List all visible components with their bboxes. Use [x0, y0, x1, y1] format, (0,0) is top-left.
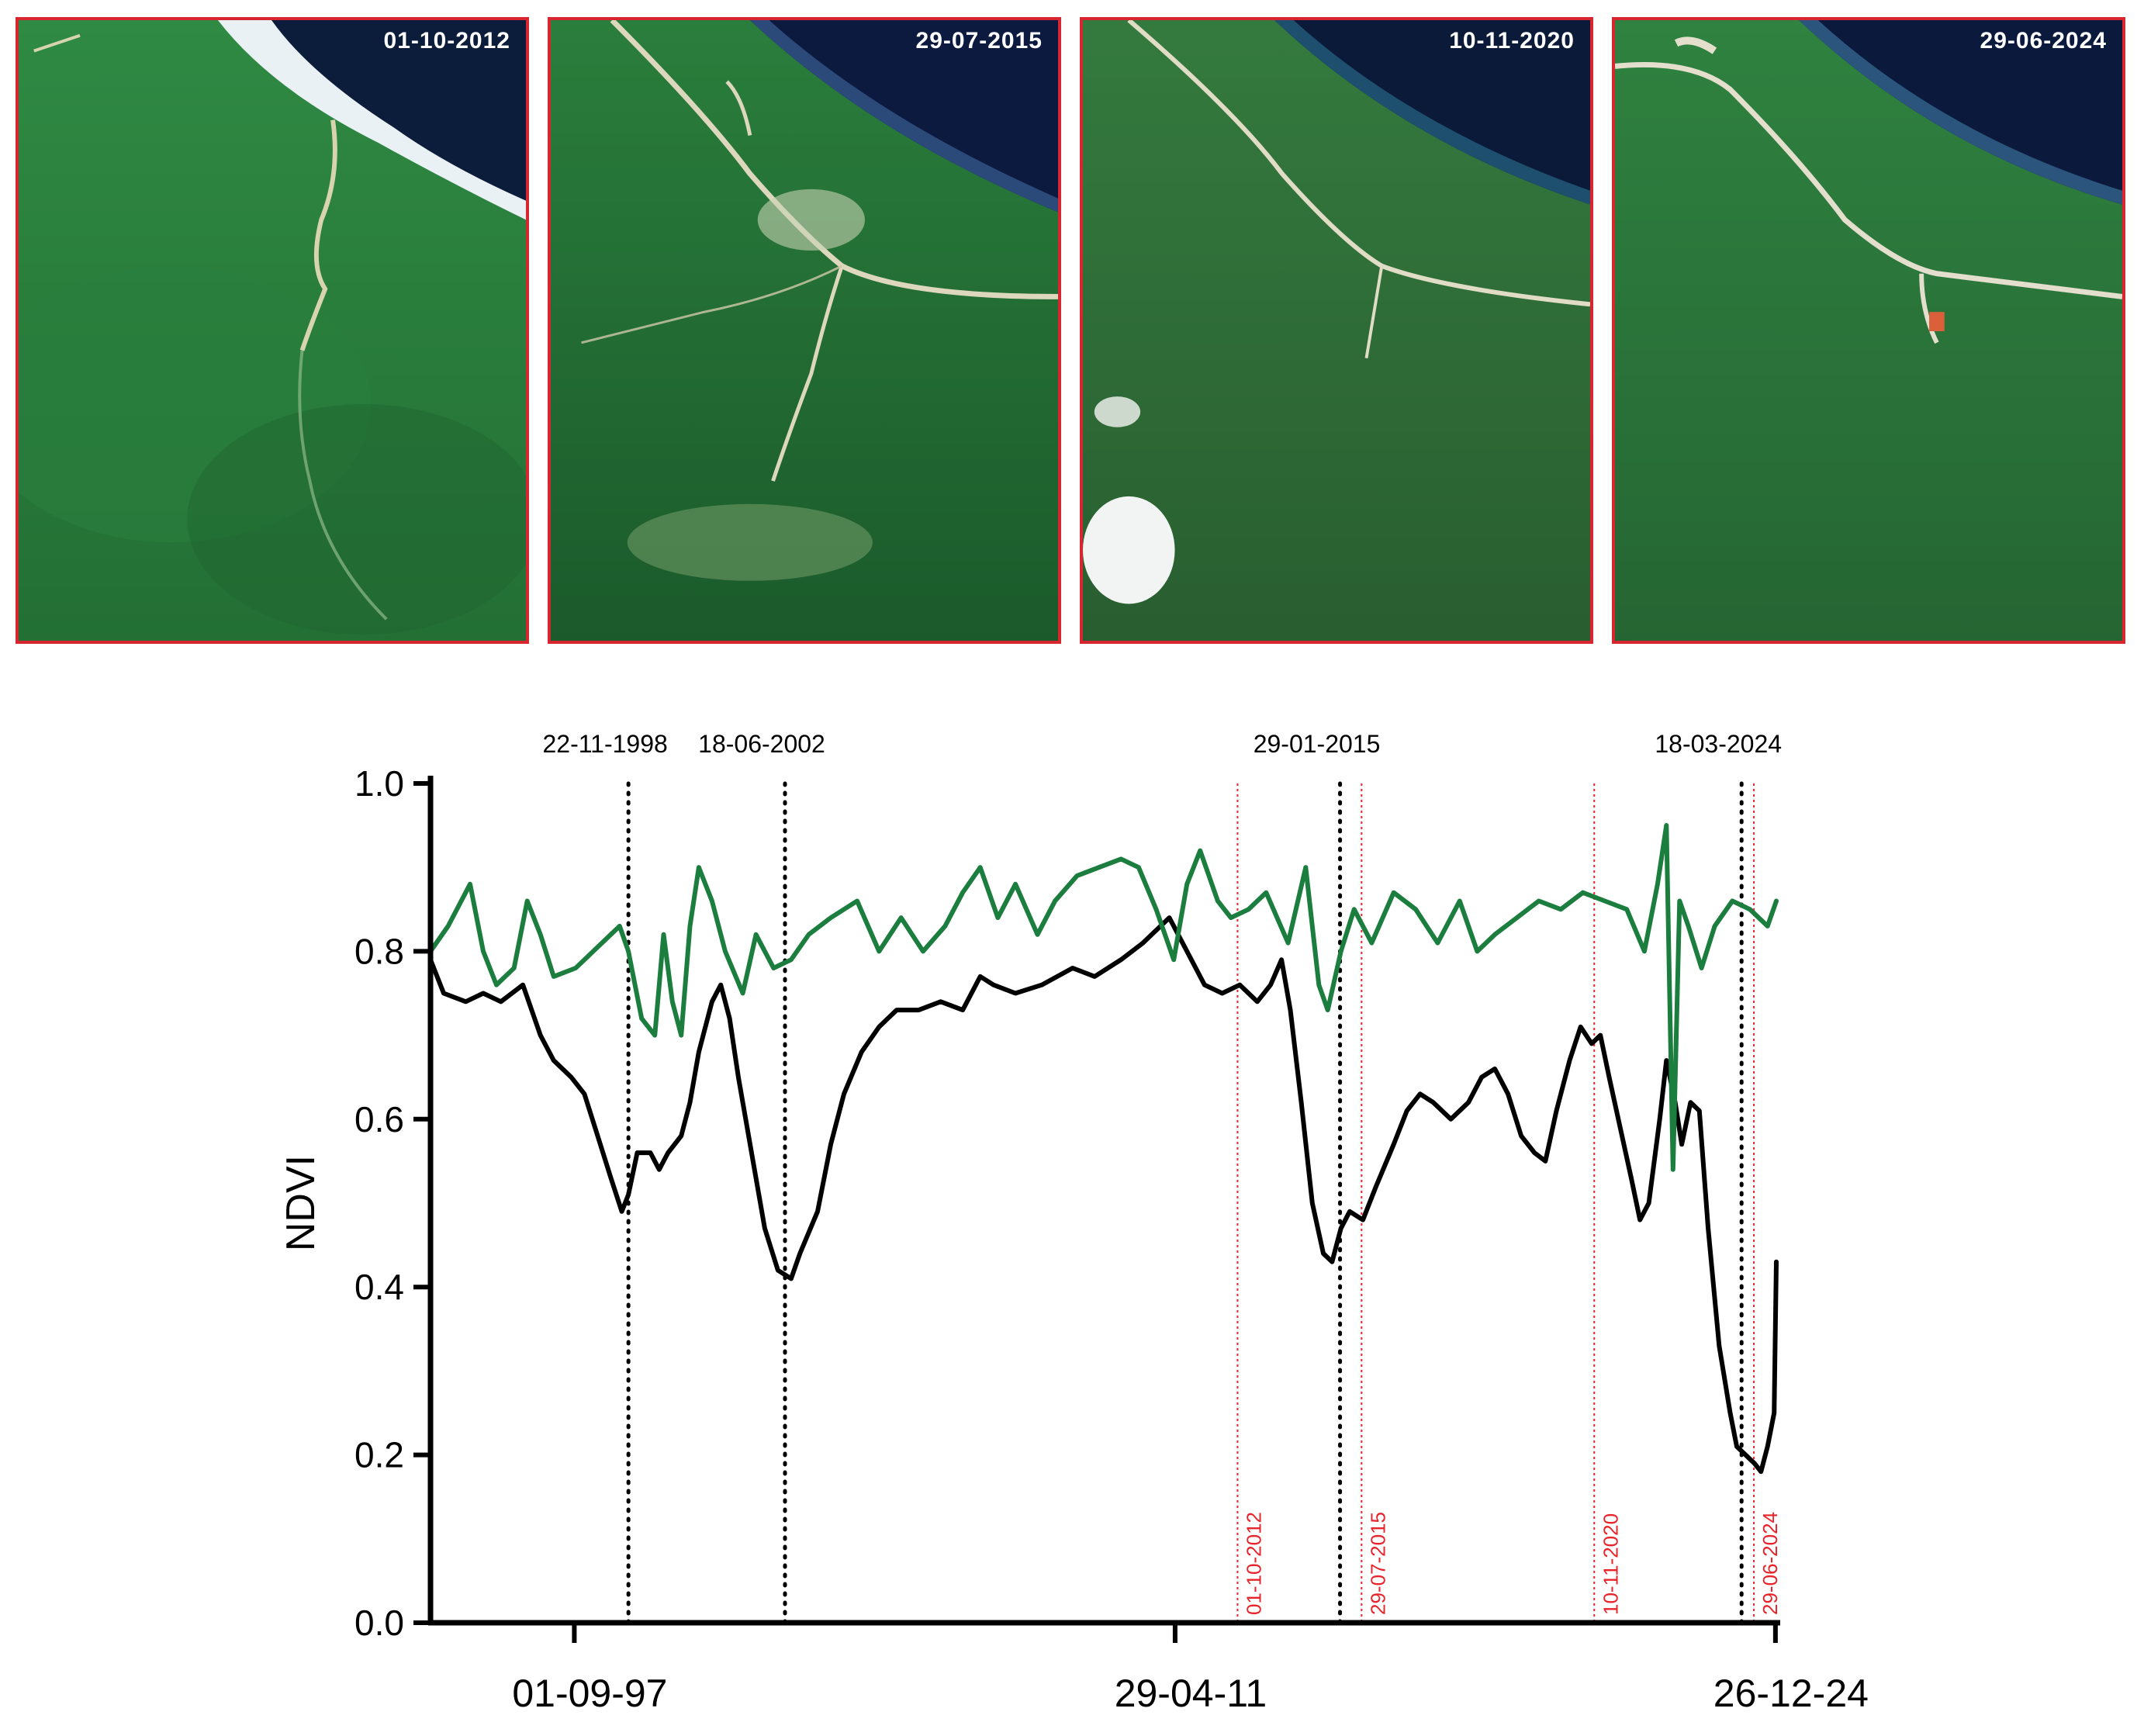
event-date-label: 18-06-2002: [698, 730, 825, 758]
satellite-image-2: [551, 20, 1058, 641]
y-axis-label: NDVI: [278, 1155, 323, 1251]
satellite-panel-4: 29-06-2024: [1612, 17, 2125, 644]
x-tick-label: 01-09-97: [512, 1672, 667, 1715]
y-tick-label: 1.0: [354, 763, 404, 804]
satellite-image-3: [1083, 20, 1590, 641]
satellite-image-1: [19, 20, 526, 641]
y-tick-label: 0.0: [354, 1603, 404, 1643]
ndvi-chart: 01-10-2012 29-07-2015 10-11-2020 29-06-2024…: [278, 730, 1869, 1715]
satellite-panel-2: 29-07-2015: [548, 17, 1061, 644]
event-date-label: 29-01-2015: [1254, 730, 1381, 758]
satellite-panel-3: 10-11-2020: [1080, 17, 1593, 644]
image-date-label: 29-07-2015: [1366, 1512, 1389, 1615]
x-tick-label: 29-04-11: [1115, 1672, 1267, 1715]
image-date-label: 10-11-2020: [1599, 1513, 1622, 1615]
ndvi-series-line: [428, 823, 1779, 1172]
x-tick-label: 26-12-24: [1713, 1672, 1869, 1715]
event-date-label: 18-03-2024: [1655, 730, 1782, 758]
ndvi-series-line: [428, 915, 1779, 1475]
panel-date-1: 01-10-2012: [383, 28, 510, 54]
y-tick-label: 0.4: [354, 1267, 404, 1307]
image-date-label: 29-06-2024: [1758, 1512, 1782, 1615]
panel-date-4: 29-06-2024: [1980, 28, 2107, 54]
panel-date-3: 10-11-2020: [1449, 28, 1575, 54]
satellite-image-4: [1615, 20, 2122, 641]
image-date-label: 01-10-2012: [1242, 1512, 1265, 1615]
event-date-label: 22-11-1998: [542, 730, 667, 758]
y-tick-label: 0.2: [354, 1435, 404, 1475]
panel-date-2: 29-07-2015: [915, 28, 1043, 54]
satellite-panel-1: 01-10-2012: [16, 17, 529, 644]
y-tick-label: 0.8: [354, 931, 404, 971]
y-tick-label: 0.6: [354, 1099, 404, 1139]
